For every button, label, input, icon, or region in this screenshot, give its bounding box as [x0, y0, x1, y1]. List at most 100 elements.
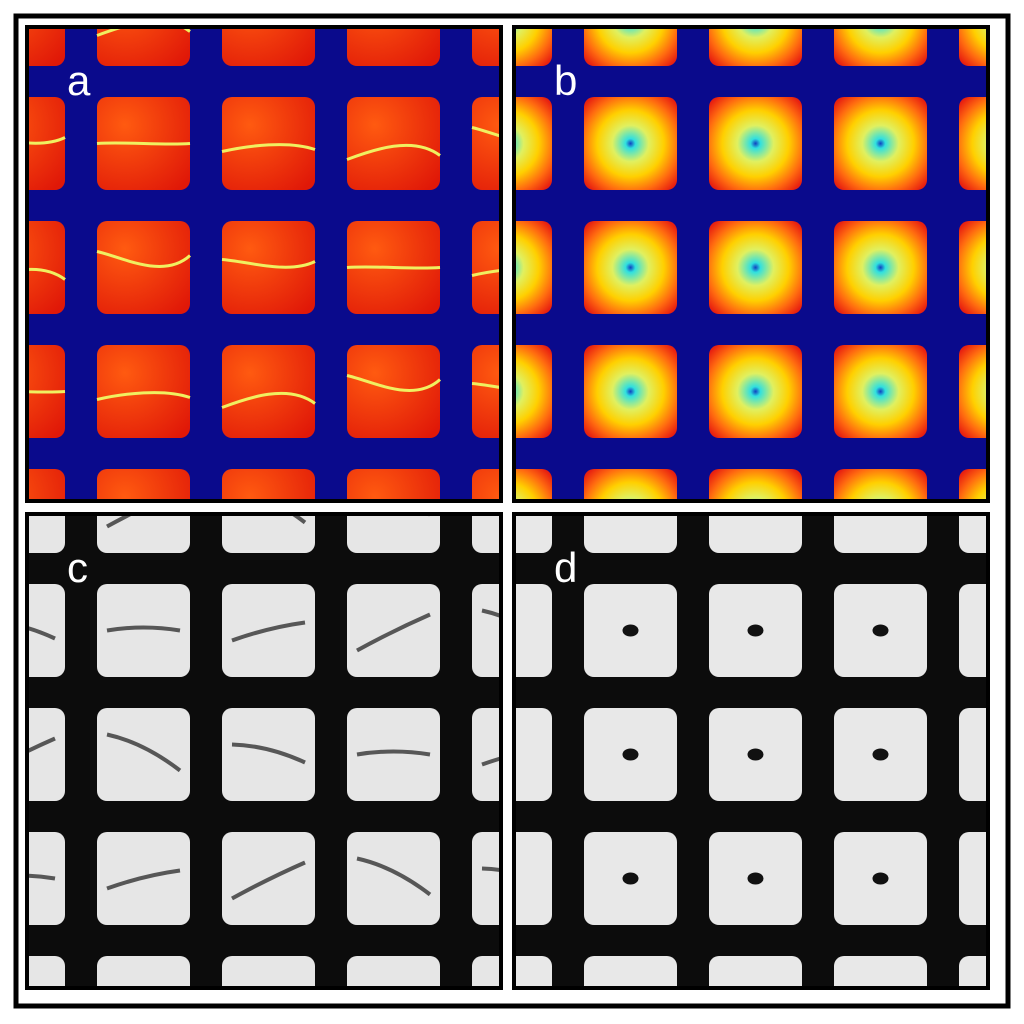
grid-square — [834, 514, 927, 553]
grid-square — [97, 956, 190, 988]
grid-square — [959, 345, 988, 438]
grid-square — [709, 514, 802, 553]
grid-square — [584, 514, 677, 553]
grid-square — [514, 584, 552, 677]
grid-square — [959, 97, 988, 190]
grid-square — [27, 956, 65, 988]
grid-square — [472, 221, 501, 314]
grid-square — [347, 708, 440, 801]
grid-square — [514, 832, 552, 925]
grid-square — [959, 27, 988, 66]
defect-dot — [872, 872, 889, 885]
domain-line — [96, 391, 191, 401]
domain-line — [27, 267, 66, 281]
grid-square — [472, 27, 501, 66]
grid-square — [347, 832, 440, 925]
grid-square — [584, 956, 677, 988]
grid-square — [584, 345, 677, 438]
defect-streak — [481, 866, 501, 873]
grid-square — [27, 469, 65, 501]
grid-square — [514, 97, 552, 190]
domain-line — [346, 143, 441, 161]
panel-label: a — [67, 57, 91, 104]
defect-streak — [481, 608, 501, 619]
defect-streak — [482, 504, 555, 507]
panel-frame — [25, 512, 503, 990]
panel-label: d — [554, 544, 577, 591]
grid-square — [222, 345, 315, 438]
domain-line — [471, 382, 501, 390]
grid-square — [514, 956, 552, 988]
panel — [27, 27, 501, 501]
grid-square — [27, 832, 65, 925]
grid-square — [97, 27, 190, 66]
grid-square — [472, 584, 501, 677]
grid-square — [834, 97, 927, 190]
grid-square — [472, 832, 501, 925]
grid-square — [584, 97, 677, 190]
grid-square — [709, 345, 802, 438]
grid-square — [959, 469, 988, 501]
defect-streak — [289, 514, 307, 525]
grid-square — [97, 469, 190, 501]
defect-streak — [27, 873, 56, 881]
grid-square — [514, 708, 552, 801]
defect-streak — [231, 620, 306, 643]
domain-line — [96, 27, 191, 37]
defect-streak — [27, 736, 56, 754]
panel-frame — [25, 25, 503, 503]
defect-streak — [106, 625, 181, 633]
grid-square — [514, 221, 552, 314]
grid-square — [347, 469, 440, 501]
grid-square — [222, 956, 315, 988]
grid-square — [584, 27, 677, 66]
grid-square — [222, 708, 315, 801]
grid-square — [834, 345, 927, 438]
domain-line — [96, 141, 191, 146]
domain-line — [346, 265, 441, 270]
grid-square — [709, 956, 802, 988]
grid-square — [347, 27, 440, 66]
grid-square — [514, 345, 552, 438]
grid-square — [584, 469, 677, 501]
grid-square — [347, 97, 440, 190]
grid-square — [347, 514, 440, 553]
grid-square — [514, 514, 552, 553]
grid-square — [834, 469, 927, 501]
panel-label: c — [67, 544, 88, 591]
domain-line — [471, 268, 501, 277]
defect-dot — [622, 748, 639, 761]
defect-dot — [622, 872, 639, 885]
grid-square — [222, 27, 315, 66]
defect-dot — [872, 748, 889, 761]
domain-line — [221, 391, 316, 409]
grid-square — [472, 345, 501, 438]
defect-streak — [356, 612, 431, 653]
grid-square — [347, 345, 440, 438]
grid-square — [472, 708, 501, 801]
grid-square — [834, 221, 927, 314]
defect-streak — [27, 625, 56, 641]
grid-square — [514, 469, 552, 501]
grid-square — [472, 469, 501, 501]
grid-square — [514, 27, 552, 66]
defect-dot — [747, 872, 764, 885]
grid-square — [834, 27, 927, 66]
grid-square — [709, 469, 802, 501]
defect-dot — [872, 624, 889, 637]
defect-streak — [106, 868, 181, 891]
defect-dot — [622, 624, 639, 637]
domain-line — [221, 258, 316, 269]
defect-streak — [231, 742, 306, 765]
grid-square — [959, 832, 988, 925]
defect-streak — [481, 756, 501, 767]
panel — [514, 514, 988, 988]
panel — [514, 27, 988, 501]
domain-line — [27, 136, 66, 145]
grid-square — [472, 514, 501, 553]
grid-square — [27, 708, 65, 801]
grid-square — [584, 221, 677, 314]
defect-streak — [232, 1000, 305, 1003]
grid-square — [27, 27, 65, 66]
